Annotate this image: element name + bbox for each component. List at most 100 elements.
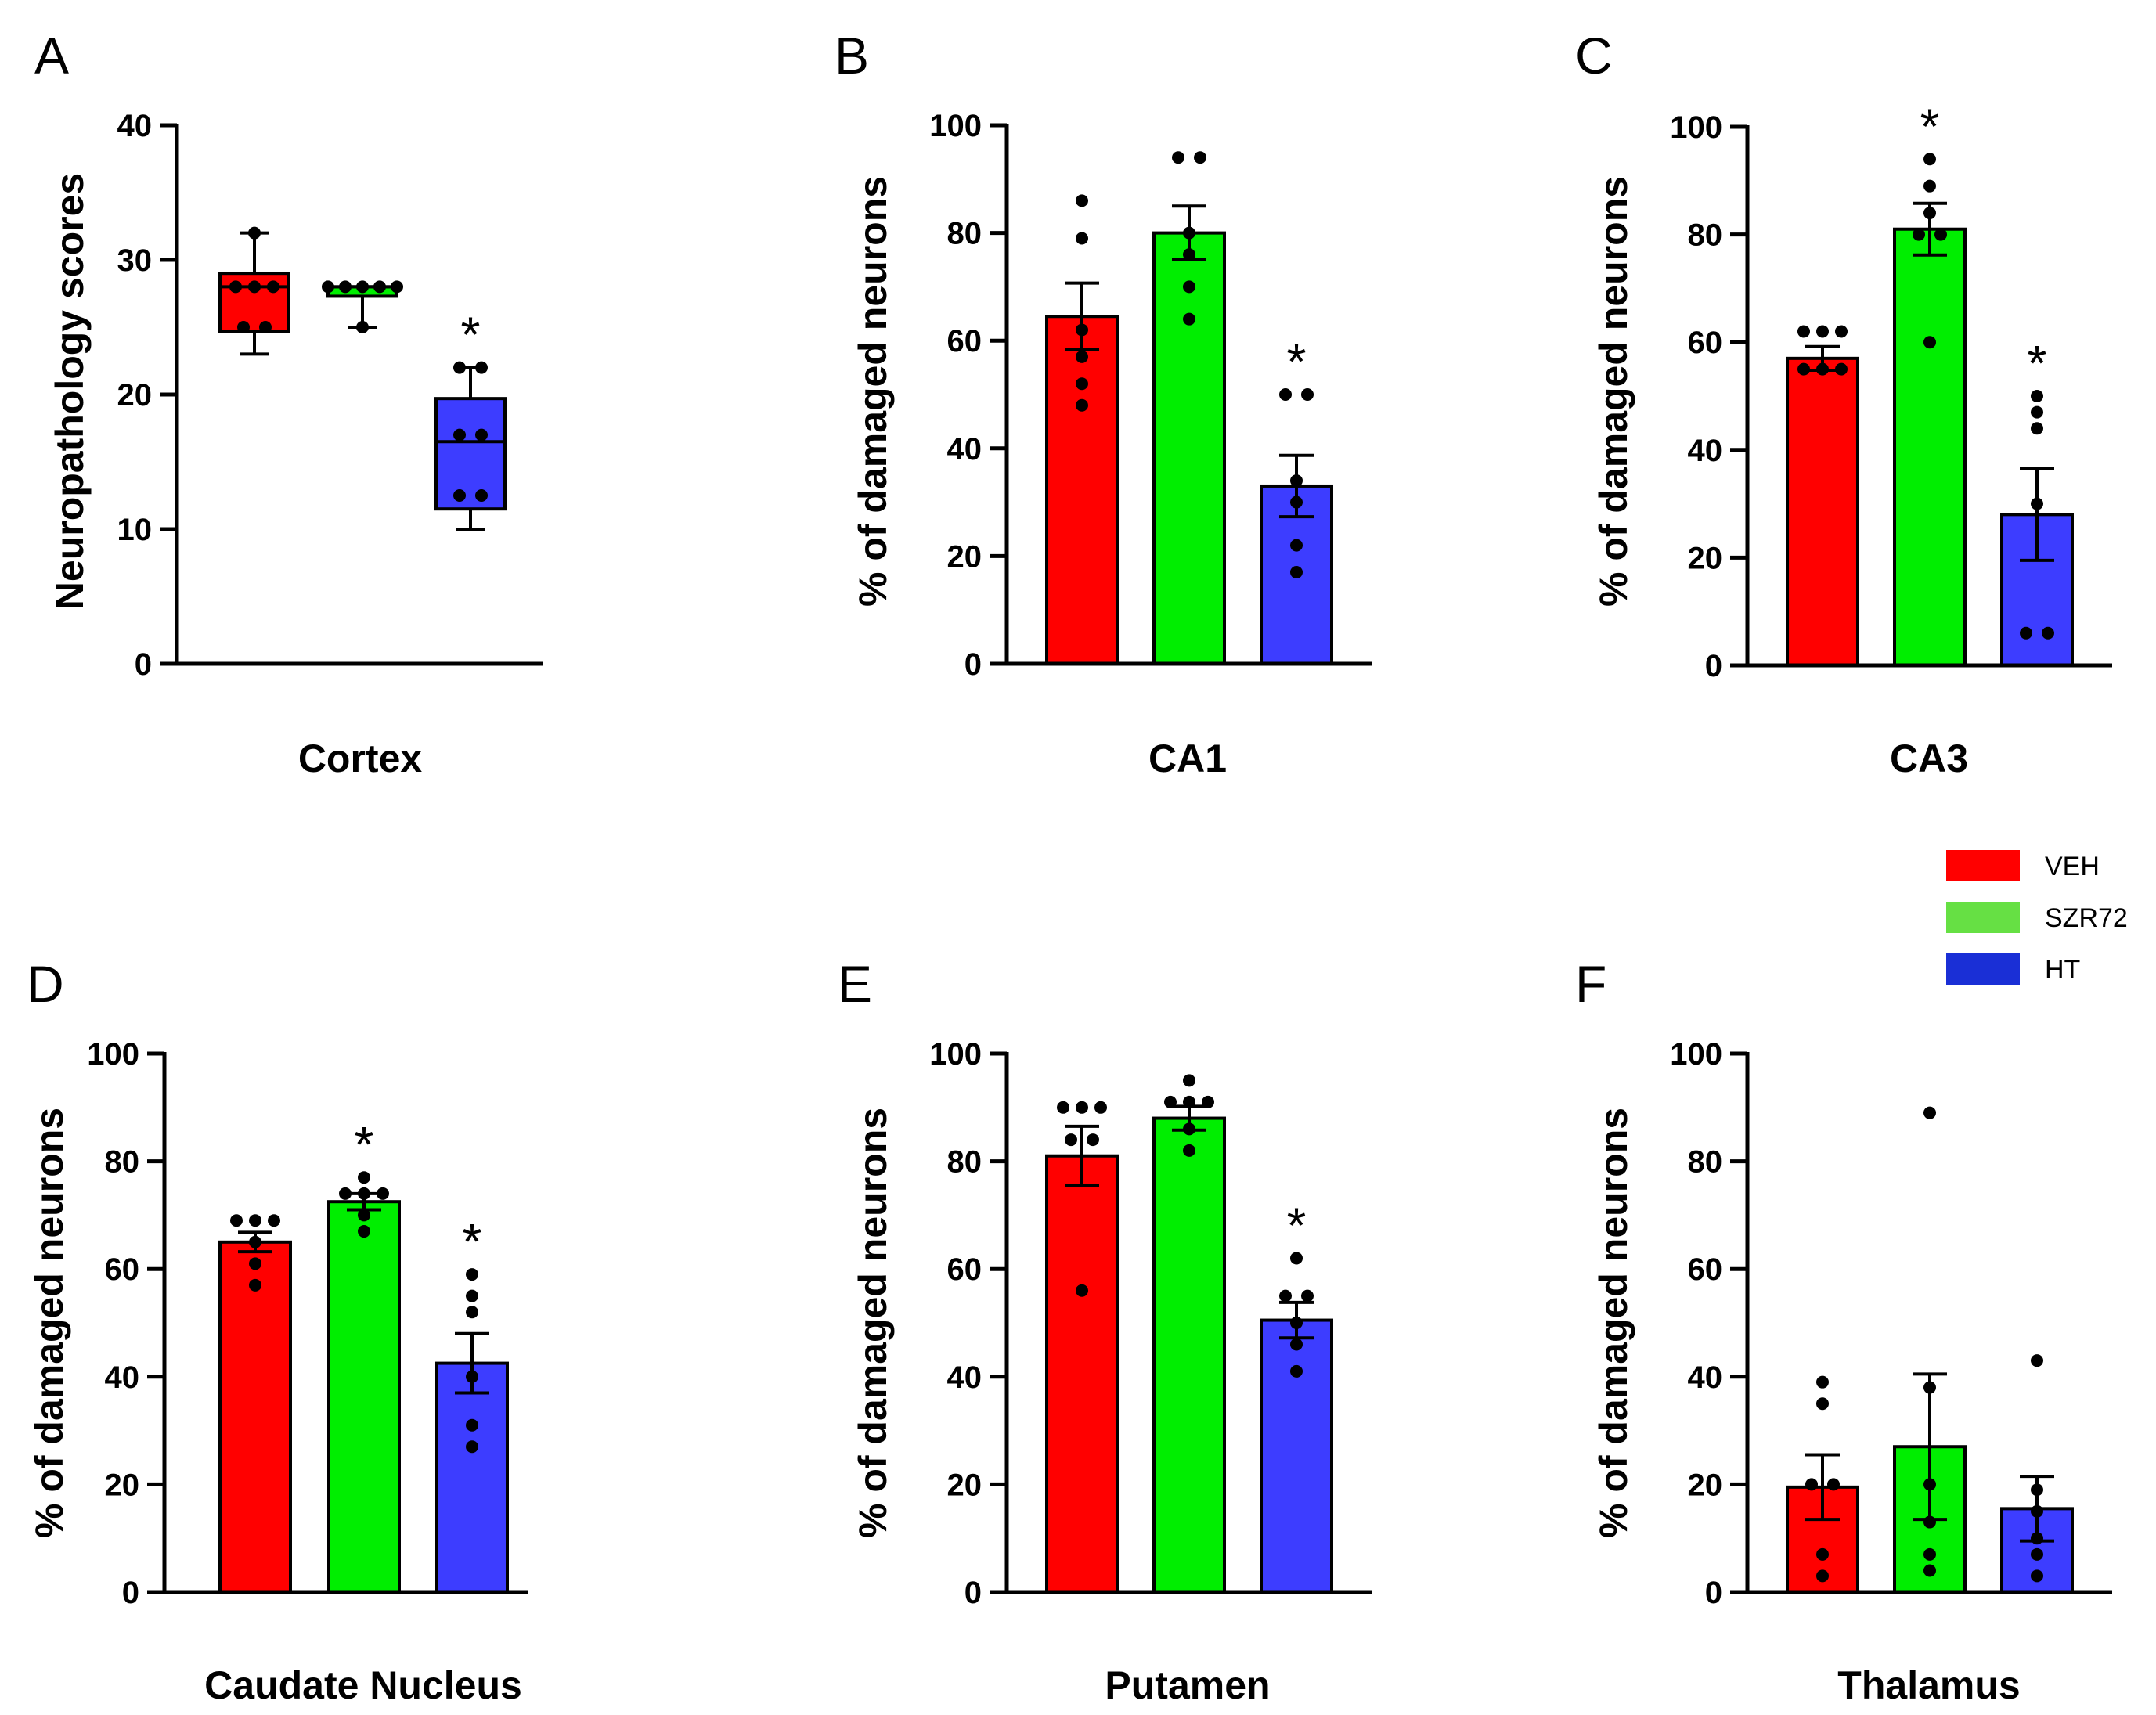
data-point-b-ht-3 — [1290, 495, 1303, 509]
bar-d-szr72 — [327, 1200, 401, 1594]
y-tick-label-d-2: 40 — [105, 1360, 140, 1395]
significance-star-d-szr72: * — [355, 1116, 374, 1173]
data-point-c-szr72-2 — [1923, 207, 1936, 220]
bar-c-szr72 — [1893, 227, 1967, 668]
legend-label-ht: HT — [2045, 955, 2080, 985]
data-point-b-ht-1 — [1301, 388, 1314, 401]
panel-label-f: F — [1575, 955, 1606, 1013]
data-point-f-szr72-3 — [1923, 1515, 1936, 1529]
panel-c: C % of damaged neurons CA3 020406080100 … — [1575, 27, 2112, 780]
panel-label-c: C — [1575, 27, 1613, 85]
data-point-c-veh-1 — [1816, 325, 1829, 338]
data-point-b-szr72-5 — [1183, 312, 1195, 326]
legend-swatch-veh — [1946, 850, 2020, 881]
y-tick-label-b-0: 0 — [964, 647, 982, 682]
data-point-d-ht-2 — [466, 1306, 478, 1319]
panel-e: E % of damaged neurons Putamen 0 20 40 60 80… — [838, 955, 1372, 1707]
y-axis-label-f: % of damaged neurons — [1592, 1108, 1635, 1538]
panel-label-e: E — [838, 955, 872, 1013]
data-point-a-szr72-2 — [356, 280, 369, 294]
data-point-e-ht-2 — [1301, 1289, 1314, 1302]
data-point-f-veh-3 — [1827, 1478, 1840, 1491]
data-point-f-szr72-4 — [1923, 1547, 1936, 1561]
data-point-c-szr72-3 — [1913, 228, 1925, 241]
data-point-d-szr72-4 — [358, 1209, 370, 1222]
x-axis-label-b: CA1 — [1148, 737, 1227, 780]
data-point-f-ht-5 — [2031, 1569, 2043, 1583]
x-axis-label-c: CA3 — [1890, 737, 1968, 780]
bar-d-veh — [218, 1240, 292, 1594]
y-tick-label-b-2: 40 — [947, 432, 982, 467]
data-point-e-szr72-2 — [1183, 1095, 1195, 1108]
data-point-a-veh-4 — [237, 321, 250, 333]
data-point-e-ht-0 — [1290, 1252, 1303, 1265]
y-tick-label-d-1: 20 — [105, 1468, 140, 1502]
data-point-e-veh-2 — [1094, 1101, 1107, 1114]
y-tick-label-d-3: 60 — [105, 1252, 140, 1287]
data-point-f-ht-3 — [2031, 1532, 2043, 1545]
axes-a — [175, 124, 543, 666]
y-tick-label-a-1: 10 — [117, 513, 153, 547]
marks-a: * — [218, 226, 507, 531]
data-point-f-szr72-2 — [1923, 1478, 1936, 1491]
data-point-e-szr72-4 — [1183, 1122, 1195, 1136]
data-point-a-veh-1 — [229, 280, 242, 294]
y-tick-label-e-2: 40 — [947, 1360, 982, 1395]
y-tick-label-f-5: 100 — [1670, 1037, 1722, 1072]
data-point-d-ht-0 — [466, 1268, 478, 1281]
data-point-e-szr72-3 — [1202, 1095, 1214, 1108]
data-point-a-veh-5 — [259, 321, 272, 333]
panel-label-d: D — [27, 955, 64, 1013]
data-point-e-ht-5 — [1290, 1364, 1303, 1378]
y-axis-label-c: % of damaged neurons — [1592, 176, 1635, 607]
data-point-c-ht-1 — [2031, 405, 2043, 419]
data-point-d-veh-4 — [249, 1257, 261, 1270]
data-point-d-szr72-1 — [339, 1187, 352, 1200]
y-tick-label-d-4: 80 — [105, 1145, 140, 1180]
data-point-f-ht-0 — [2031, 1354, 2043, 1367]
y-tick-label-c-3: 60 — [1688, 326, 1723, 360]
data-point-a-ht-0 — [453, 361, 466, 374]
y-tick-label-a-3: 30 — [117, 243, 153, 278]
data-point-a-veh-2 — [248, 280, 261, 294]
y-tick-label-d-5: 100 — [87, 1037, 139, 1072]
legend-label-veh: VEH — [2045, 852, 2100, 881]
data-point-d-ht-4 — [466, 1418, 478, 1432]
bar-e-szr72 — [1152, 1116, 1226, 1594]
data-point-f-veh-4 — [1816, 1547, 1829, 1561]
y-axis-label-e: % of damaged neurons — [851, 1108, 895, 1538]
axes-e — [1004, 1052, 1372, 1594]
y-ticks-e: 0 20 40 60 80 100 — [929, 1037, 1007, 1610]
bar-c-veh — [1786, 356, 1859, 667]
data-point-d-ht-3 — [466, 1370, 478, 1383]
y-tick-label-a-4: 40 — [117, 109, 153, 143]
data-point-e-szr72-5 — [1183, 1144, 1195, 1157]
data-point-f-veh-2 — [1805, 1478, 1818, 1491]
data-point-b-szr72-2 — [1183, 226, 1195, 240]
y-tick-label-e-5: 100 — [929, 1037, 982, 1072]
legend-swatch-szr72 — [1946, 902, 2020, 933]
significance-star-e-ht: * — [1287, 1197, 1307, 1253]
data-point-d-szr72-5 — [358, 1225, 370, 1238]
data-point-f-szr72-5 — [1923, 1564, 1936, 1577]
data-point-f-ht-4 — [2031, 1547, 2043, 1561]
data-point-c-ht-5 — [2042, 626, 2054, 640]
y-ticks-b: 0 20 40 60 80 100 — [929, 109, 1007, 682]
data-point-b-szr72-0 — [1172, 151, 1184, 164]
y-axis-label-a: Neuropathology scores — [48, 173, 92, 610]
y-tick-label-f-0: 0 — [1705, 1576, 1722, 1610]
y-tick-label-a-0: 0 — [135, 647, 152, 682]
data-point-b-szr72-4 — [1183, 280, 1195, 294]
data-point-b-ht-4 — [1290, 539, 1303, 552]
significance-star-c-szr72: * — [1920, 98, 1940, 154]
bar-c-ht — [2000, 513, 2074, 667]
bar-b-szr72 — [1152, 231, 1226, 666]
y-ticks-d: 0 20 40 60 80 100 — [87, 1037, 164, 1610]
y-ticks-f: 0 20 40 60 80 100 — [1670, 1037, 1747, 1610]
y-tick-label-d-0: 0 — [122, 1576, 139, 1610]
data-point-a-veh-0 — [248, 226, 261, 240]
bar-d-ht — [435, 1361, 509, 1594]
marks-c: ** — [1786, 98, 2074, 668]
data-point-e-ht-1 — [1279, 1289, 1292, 1302]
